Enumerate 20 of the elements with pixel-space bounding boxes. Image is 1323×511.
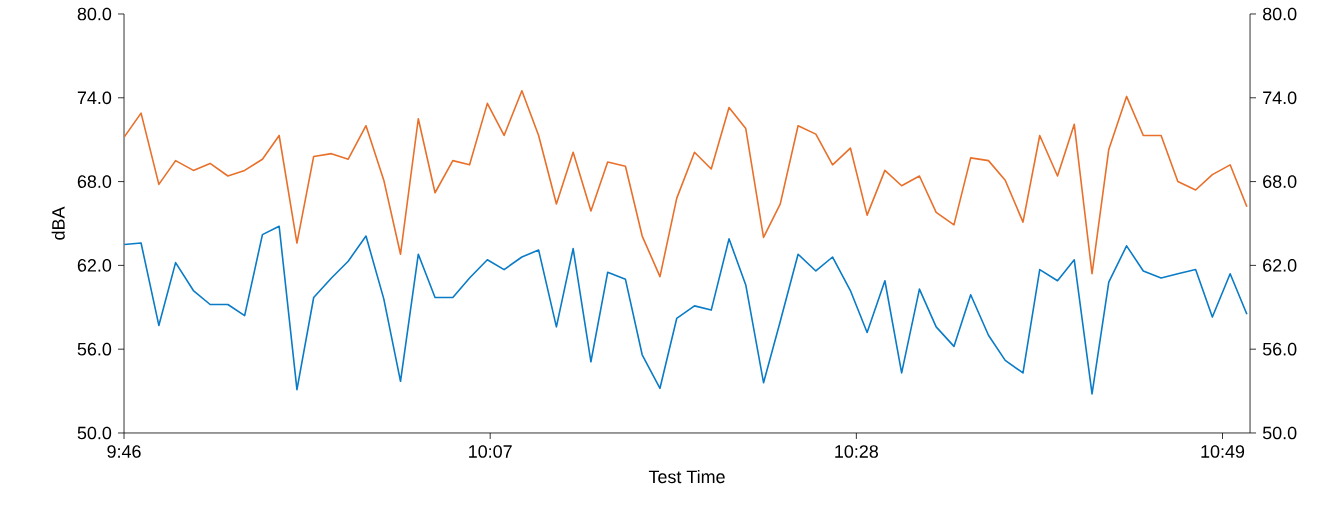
line-series bbox=[124, 225, 1248, 395]
line-series bbox=[124, 90, 1248, 278]
x-tick-label: 10:28 bbox=[835, 445, 879, 458]
y-tick-label: 74.0 bbox=[77, 91, 112, 105]
y2-tick-label: 62.0 bbox=[1263, 259, 1297, 272]
y2-tick-label: 50.0 bbox=[1262, 426, 1297, 440]
y2-tick-label: 80.0 bbox=[1262, 7, 1297, 21]
y-axis-title: dBA bbox=[51, 206, 65, 240]
x-axis-title: Test Time bbox=[648, 470, 725, 484]
y2-tick-label: 68.0 bbox=[1263, 175, 1297, 188]
y2-tick-label: 56.0 bbox=[1262, 342, 1297, 356]
y-tick-label: 62.0 bbox=[77, 259, 112, 272]
x-tick-label: 10:07 bbox=[469, 445, 512, 458]
x-tick-label: 9:46 bbox=[107, 445, 141, 458]
y-tick-label: 80.0 bbox=[77, 7, 112, 21]
y2-tick-label: 74.0 bbox=[1263, 91, 1297, 105]
y-tick-label: 68.0 bbox=[77, 175, 112, 188]
y-tick-label: 50.0 bbox=[77, 426, 112, 440]
y-tick-label: 56.0 bbox=[77, 342, 112, 356]
x-tick-label: 10:49 bbox=[1201, 445, 1245, 458]
